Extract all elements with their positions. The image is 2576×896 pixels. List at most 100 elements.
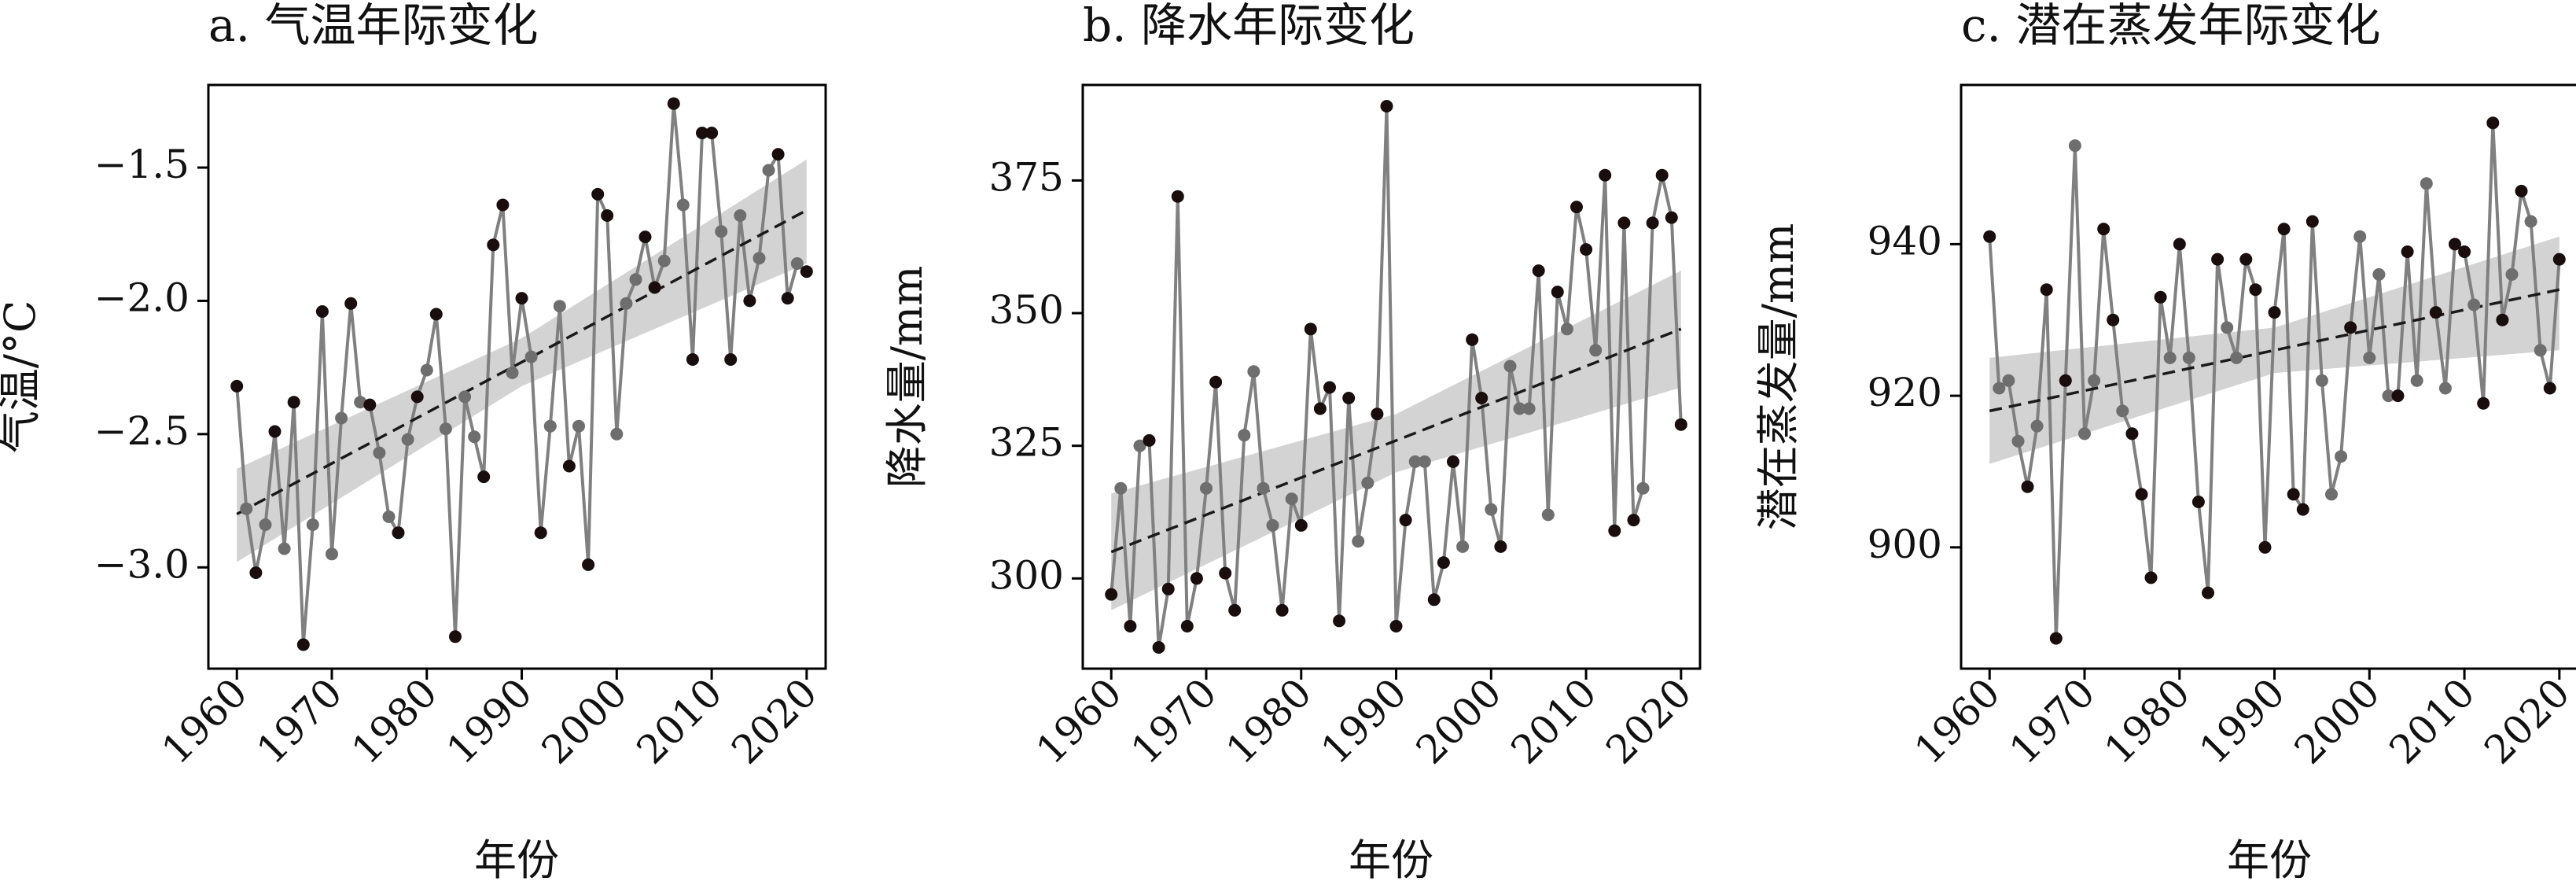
data-point <box>2372 267 2386 281</box>
data-point <box>2230 351 2243 364</box>
data-point <box>1105 588 1118 601</box>
data-point <box>344 297 358 310</box>
data-point <box>648 281 661 294</box>
data-point <box>1304 323 1317 336</box>
data-point <box>1674 418 1687 431</box>
y-axis-ticks: 300 325 350 375 <box>989 154 1083 598</box>
panel-potential-evaporation: c. 潜在蒸发年际变化 1960197019801990200020102020… <box>1754 0 2576 885</box>
data-point <box>1655 168 1669 182</box>
x-tick-label: 1970 <box>2000 669 2103 772</box>
data-point <box>2438 382 2452 395</box>
data-point <box>2211 253 2225 266</box>
x-tick-label: 1960 <box>1906 669 2009 772</box>
data-point <box>1599 168 1612 182</box>
data-point <box>1427 593 1441 607</box>
data-point <box>1532 264 1545 278</box>
data-point <box>1114 481 1128 495</box>
y-tick-label: 920 <box>1868 370 1942 415</box>
data-point <box>1617 216 1631 230</box>
data-point <box>2335 450 2348 463</box>
data-point <box>790 257 804 270</box>
data-point <box>2401 245 2414 258</box>
data-point <box>1266 518 1279 532</box>
data-point <box>1152 641 1165 654</box>
data-point <box>2505 267 2519 281</box>
x-tick-label: 2000 <box>1408 669 1511 772</box>
data-point <box>1993 382 2006 395</box>
data-point <box>1219 566 1232 580</box>
data-point <box>496 198 510 212</box>
data-point <box>1323 381 1336 394</box>
data-point <box>2449 238 2461 251</box>
data-point <box>1180 620 1194 632</box>
data-point <box>296 638 310 651</box>
data-point <box>1608 524 1621 537</box>
data-point <box>401 433 414 446</box>
y-axis-ticks: 900 920 940 <box>1868 218 1961 567</box>
x-axis-label: 年份 <box>2227 835 2312 885</box>
data-point <box>458 390 472 404</box>
data-point <box>629 273 642 286</box>
data-point <box>287 396 300 409</box>
x-tick-label: 2020 <box>1597 669 1700 772</box>
x-tick-label: 1980 <box>1217 669 1320 772</box>
y-axis-label: 降水量/mm <box>882 266 932 489</box>
x-tick-label: 2020 <box>723 669 826 772</box>
data-point <box>572 419 585 433</box>
data-point <box>487 238 500 252</box>
data-point <box>410 390 424 404</box>
y-axis-label: 潜在蒸发量/mm <box>1754 223 1803 531</box>
data-point <box>2040 283 2053 297</box>
data-point <box>562 459 576 473</box>
data-point <box>534 526 547 540</box>
plot-frame <box>207 83 827 670</box>
data-point <box>781 292 794 305</box>
data-point <box>2534 344 2547 357</box>
data-point <box>2002 374 2015 387</box>
data-point <box>696 127 708 139</box>
data-point <box>354 396 367 409</box>
data-point <box>268 425 282 438</box>
data-point <box>2239 253 2253 266</box>
x-tick-label: 1990 <box>438 669 541 772</box>
x-tick-label: 2020 <box>2475 669 2576 772</box>
data-point <box>2088 374 2101 387</box>
data-point <box>326 548 338 561</box>
data-point <box>553 300 566 313</box>
data-point <box>363 398 377 411</box>
data-point <box>1408 455 1422 468</box>
x-tick-label: 2000 <box>2286 669 2389 772</box>
y-tick-label: −1.5 <box>94 142 190 187</box>
data-point <box>1275 603 1289 617</box>
data-point <box>1560 323 1573 336</box>
x-tick-label: 1970 <box>1122 669 1225 772</box>
data-point <box>1522 402 1536 415</box>
data-point <box>2277 223 2291 236</box>
data-point <box>582 558 595 571</box>
data-point <box>1352 535 1365 548</box>
data-point <box>1627 514 1640 527</box>
data-point <box>1361 476 1374 489</box>
y-tick-label: −2.0 <box>94 275 190 320</box>
data-point <box>2202 586 2214 599</box>
data-point <box>2287 488 2300 501</box>
data-point <box>1124 620 1137 632</box>
data-point <box>2515 184 2528 197</box>
data-point <box>2068 139 2081 153</box>
x-tick-label: 1990 <box>1312 669 1415 772</box>
data-point <box>1485 503 1498 516</box>
data-point <box>1238 429 1251 442</box>
data-point <box>2458 245 2471 258</box>
panel-title: b. 降水年际变化 <box>1083 0 1415 52</box>
data-point <box>1570 201 1583 214</box>
data-point <box>1513 402 1526 415</box>
data-point <box>306 518 319 531</box>
data-point <box>2191 496 2205 508</box>
data-point <box>506 366 519 379</box>
data-point <box>1503 360 1517 373</box>
data-point <box>1313 402 1327 415</box>
data-point <box>240 502 253 515</box>
data-point <box>2078 427 2091 441</box>
